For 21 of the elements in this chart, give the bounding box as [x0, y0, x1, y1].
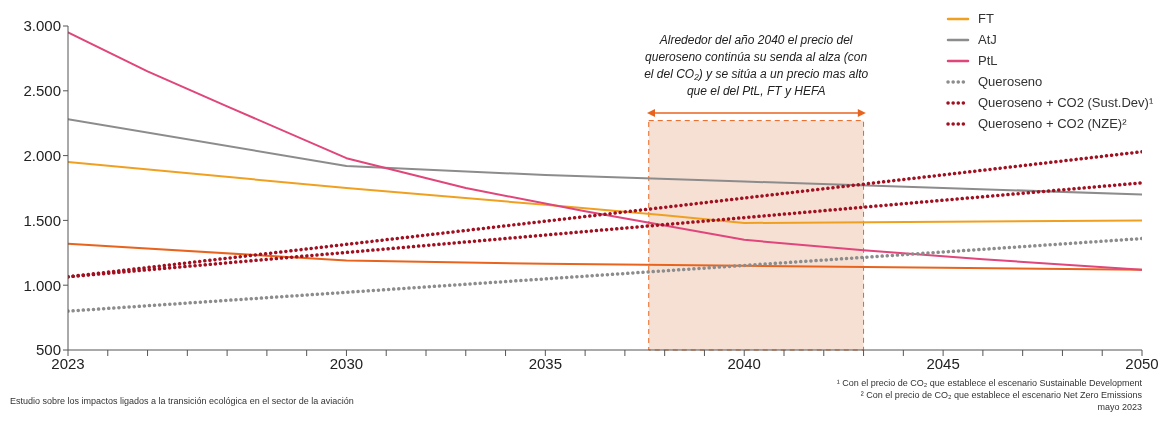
- x-tick-label: 2050: [1125, 354, 1159, 372]
- legend-label: FT: [978, 11, 994, 26]
- text: Estudio sobre los impactos ligados a la transición ecológica en el sector de la aviación: [10, 396, 354, 406]
- x-tick-label: 2030: [329, 354, 364, 372]
- band-label: Alrededor del año 2040 el precio del queroseno continúa su senda al alza (con el del CO₂) y se sitúa a un precio mas alto que el del PtL, FT y HEFA: [643, 32, 870, 100]
- x-tick-label: 2040: [727, 354, 761, 372]
- legend-label: Queroseno + CO2 (Sust.Dev)¹: [978, 95, 1154, 110]
- y-tick-label: 1.500: [23, 211, 61, 229]
- text: mayo 2023: [1097, 402, 1142, 412]
- y-tick-label: 2.000: [23, 146, 61, 164]
- y-tick-label: 1.000: [23, 276, 61, 294]
- x-tick-label: 2045: [926, 354, 960, 372]
- text: ² Con el precio de CO₂ que establece el escenario Net Zero Emissions: [860, 390, 1142, 400]
- legend-label: Queroseno: [978, 74, 1043, 89]
- y-tick-label: 3.000: [23, 17, 61, 35]
- y-tick-label: 2.500: [23, 82, 61, 100]
- x-tick-label: 2035: [528, 354, 563, 372]
- legend-label: AtJ: [978, 32, 997, 47]
- legend-label: PtL: [978, 53, 998, 68]
- text: ¹ Con el precio de CO₂ que establece el escenario Sustainable Development: [836, 378, 1142, 388]
- legend-label: Queroseno + CO2 (NZE)²: [978, 116, 1127, 131]
